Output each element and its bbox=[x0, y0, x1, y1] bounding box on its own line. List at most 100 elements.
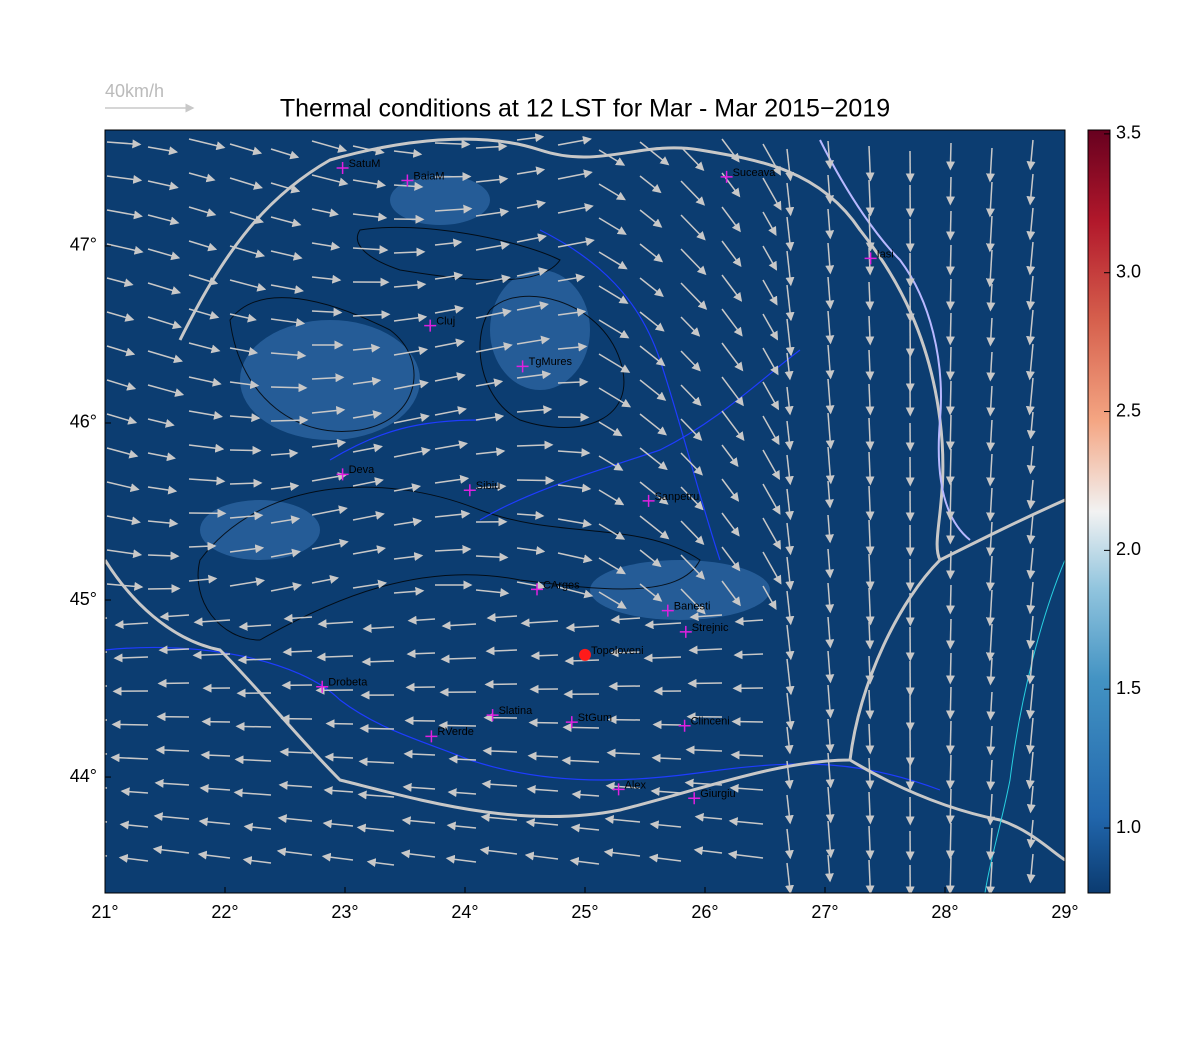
wind-arrow bbox=[865, 451, 875, 486]
wind-arrow bbox=[945, 618, 955, 650]
wind-arrow bbox=[199, 784, 231, 794]
wind-arrow bbox=[651, 753, 682, 763]
wind-arrow bbox=[106, 581, 144, 591]
wind-arrow bbox=[721, 342, 744, 372]
wind-arrow bbox=[475, 412, 505, 422]
wind-arrow bbox=[945, 346, 955, 381]
wind-arrow bbox=[188, 410, 223, 420]
wind-arrow bbox=[270, 250, 303, 261]
wind-arrow bbox=[106, 379, 137, 391]
wind-arrow bbox=[598, 489, 625, 506]
wind-arrow bbox=[946, 516, 956, 545]
wind-arrow bbox=[785, 318, 795, 357]
wind-arrow bbox=[639, 413, 668, 436]
wind-arrow bbox=[229, 380, 260, 390]
wind-arrow bbox=[684, 778, 723, 788]
wind-arrow bbox=[106, 243, 144, 255]
wind-arrow bbox=[564, 656, 600, 666]
wind-arrow bbox=[785, 216, 795, 252]
wind-arrow bbox=[366, 858, 395, 868]
wind-arrow bbox=[482, 746, 518, 756]
wind-arrow bbox=[407, 615, 436, 625]
wind-arrow bbox=[784, 454, 794, 486]
wind-arrow bbox=[946, 550, 956, 580]
wind-arrow bbox=[825, 208, 835, 240]
wind-arrow bbox=[357, 790, 395, 800]
wind-arrow bbox=[277, 814, 313, 824]
wind-arrow bbox=[147, 452, 176, 462]
wind-arrow bbox=[1026, 547, 1036, 580]
wind-arrow bbox=[193, 617, 231, 627]
wind-arrow bbox=[447, 788, 477, 798]
wind-arrow bbox=[113, 653, 149, 663]
wind-arrow bbox=[680, 146, 705, 172]
wind-arrow bbox=[865, 553, 875, 591]
wind-arrow bbox=[229, 511, 264, 521]
wind-arrow bbox=[238, 621, 272, 631]
wind-arrow bbox=[516, 199, 546, 209]
wind-arrow bbox=[352, 343, 381, 353]
wind-arrow bbox=[557, 273, 586, 283]
colorbar-tick-label: 2.5 bbox=[1116, 400, 1141, 420]
wind-arrow bbox=[606, 748, 641, 758]
wind-arrow bbox=[393, 346, 429, 356]
wind-arrow bbox=[393, 379, 429, 390]
x-tick-label: 25° bbox=[571, 902, 598, 922]
wind-arrow bbox=[158, 645, 190, 655]
wind-arrow bbox=[475, 241, 510, 251]
wind-arrow bbox=[825, 242, 835, 275]
wind-arrow bbox=[986, 453, 996, 487]
wind-arrow bbox=[680, 418, 703, 441]
city-label: BaiaM bbox=[413, 170, 444, 182]
wind-arrow bbox=[516, 335, 551, 345]
wind-arrow bbox=[516, 301, 549, 311]
wind-arrow bbox=[317, 619, 354, 629]
wind-arrow bbox=[721, 138, 740, 163]
wind-arrow bbox=[106, 139, 142, 149]
wind-arrow bbox=[762, 177, 782, 211]
wind-arrow bbox=[785, 182, 795, 217]
wind-arrow bbox=[762, 279, 778, 306]
wind-arrow bbox=[393, 552, 424, 561]
wind-arrow bbox=[680, 214, 706, 241]
wind-arrow bbox=[784, 794, 794, 825]
wind-arrow bbox=[434, 509, 471, 519]
wind-arrow bbox=[945, 584, 955, 615]
wind-arrow bbox=[352, 579, 388, 589]
wind-arrow bbox=[270, 582, 302, 592]
wind-arrow bbox=[155, 745, 190, 755]
wind-arrow bbox=[639, 243, 664, 263]
wind-arrow bbox=[825, 378, 835, 415]
wind-arrow bbox=[784, 386, 794, 416]
wind-arrow bbox=[986, 317, 996, 347]
wind-arrow bbox=[147, 248, 181, 261]
wind-arrow bbox=[188, 206, 217, 217]
wind-arrow bbox=[229, 177, 263, 190]
wind-arrow bbox=[565, 622, 600, 632]
wind-arrow bbox=[485, 646, 518, 656]
city-label: Cluj bbox=[436, 316, 455, 328]
y-tick-label: 46° bbox=[70, 412, 97, 432]
wind-arrow bbox=[516, 370, 552, 380]
wind-arrow bbox=[598, 455, 624, 471]
wind-arrow bbox=[1026, 275, 1036, 311]
wind-arrow bbox=[721, 206, 741, 233]
wind-arrow bbox=[721, 444, 739, 468]
wind-arrow bbox=[1026, 615, 1036, 650]
wind-arrow bbox=[393, 483, 422, 493]
wind-arrow bbox=[721, 308, 743, 337]
wind-arrow bbox=[785, 590, 795, 626]
wind-arrow bbox=[986, 351, 996, 382]
city-label: Topoloveni bbox=[591, 645, 644, 657]
wind-arrow bbox=[393, 280, 427, 290]
wind-arrow bbox=[311, 505, 348, 516]
wind-arrow bbox=[393, 313, 428, 323]
wind-arrow bbox=[147, 146, 179, 156]
wind-arrow bbox=[721, 410, 745, 442]
wind-arrow bbox=[316, 652, 354, 662]
wind-arrow bbox=[530, 651, 559, 661]
wind-arrow bbox=[105, 855, 108, 857]
wind-arrow bbox=[986, 793, 996, 826]
wind-arrow bbox=[865, 791, 875, 825]
